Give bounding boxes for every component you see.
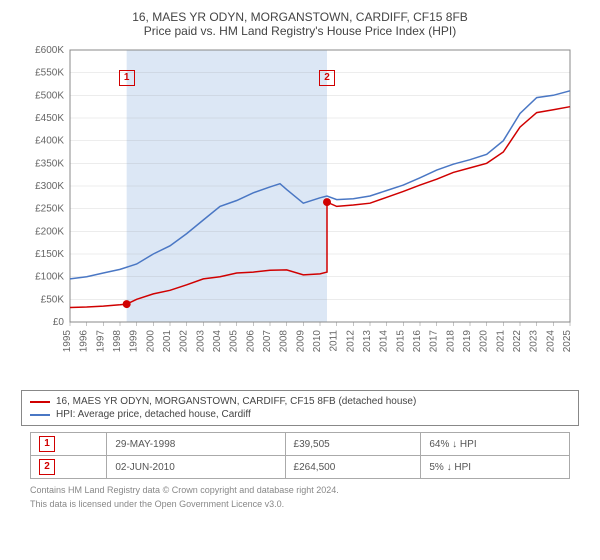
legend-row: HPI: Average price, detached house, Card… xyxy=(30,408,570,421)
legend: 16, MAES YR ODYN, MORGANSTOWN, CARDIFF, … xyxy=(21,390,579,426)
sale-date: 02-JUN-2010 xyxy=(107,456,285,479)
y-tick-label: £50K xyxy=(41,294,65,305)
sale-marker-icon: 2 xyxy=(39,459,55,475)
x-tick-label: 2010 xyxy=(312,330,323,353)
footnote-line2: This data is licensed under the Open Gov… xyxy=(30,499,570,511)
x-tick-label: 2016 xyxy=(412,330,423,353)
x-tick-label: 2019 xyxy=(462,330,473,353)
sale-marker-box: 2 xyxy=(319,70,335,86)
legend-label: 16, MAES YR ODYN, MORGANSTOWN, CARDIFF, … xyxy=(56,396,416,407)
y-tick-label: £250K xyxy=(35,204,64,215)
x-tick-label: 2007 xyxy=(262,330,273,353)
x-tick-label: 1996 xyxy=(79,330,90,353)
sale-date: 29-MAY-1998 xyxy=(107,433,285,456)
sale-dot xyxy=(323,198,331,206)
x-tick-label: 2020 xyxy=(479,330,490,353)
legend-swatch xyxy=(30,401,50,403)
x-tick-label: 2009 xyxy=(295,330,306,353)
y-tick-label: £400K xyxy=(35,136,64,147)
x-tick-label: 2021 xyxy=(495,330,506,353)
sale-marker-box: 1 xyxy=(119,70,135,86)
sale-delta: 64% ↓ HPI xyxy=(421,433,570,456)
x-tick-label: 2004 xyxy=(212,330,223,353)
chart-title-line1: 16, MAES YR ODYN, MORGANSTOWN, CARDIFF, … xyxy=(10,10,590,24)
footnote-line1: Contains HM Land Registry data © Crown c… xyxy=(30,485,570,497)
x-tick-label: 2022 xyxy=(512,330,523,353)
x-tick-label: 2017 xyxy=(429,330,440,353)
y-tick-label: £200K xyxy=(35,226,64,237)
x-tick-label: 2008 xyxy=(279,330,290,353)
y-tick-label: £550K xyxy=(35,68,64,79)
x-tick-label: 2018 xyxy=(445,330,456,353)
y-tick-label: £300K xyxy=(35,181,64,192)
y-tick-label: £0 xyxy=(53,317,65,328)
x-tick-label: 2003 xyxy=(195,330,206,353)
x-tick-label: 2013 xyxy=(362,330,373,353)
x-tick-label: 1995 xyxy=(62,330,73,353)
sales-table: 1 29-MAY-1998£39,50564% ↓ HPI 2 02-JUN-2010… xyxy=(30,432,570,479)
sale-delta: 5% ↓ HPI xyxy=(421,456,570,479)
legend-row: 16, MAES YR ODYN, MORGANSTOWN, CARDIFF, … xyxy=(30,395,570,408)
x-tick-label: 2006 xyxy=(245,330,256,353)
x-tick-label: 2014 xyxy=(379,330,390,353)
y-tick-label: £100K xyxy=(35,272,64,283)
x-tick-label: 1998 xyxy=(112,330,123,353)
chart-container: £0 £50K £100K £150K £200K £250K £300K £350K £400… xyxy=(20,42,580,382)
sale-price: £264,500 xyxy=(285,456,421,479)
y-tick-label: £150K xyxy=(35,249,64,260)
table-row: 1 29-MAY-1998£39,50564% ↓ HPI xyxy=(31,433,570,456)
legend-label: HPI: Average price, detached house, Card… xyxy=(56,409,251,420)
chart-title-line2: Price paid vs. HM Land Registry's House … xyxy=(10,24,590,38)
x-tick-label: 2023 xyxy=(529,330,540,353)
sale-dot xyxy=(123,300,131,308)
x-tick-label: 2025 xyxy=(562,330,573,353)
x-tick-label: 2015 xyxy=(395,330,406,353)
sale-price: £39,505 xyxy=(285,433,421,456)
y-tick-label: £350K xyxy=(35,158,64,169)
line-chart: £0 £50K £100K £150K £200K £250K £300K £350K £400… xyxy=(20,42,580,382)
y-tick-label: £500K xyxy=(35,90,64,101)
x-tick-label: 2011 xyxy=(329,330,340,352)
x-tick-label: 2005 xyxy=(229,330,240,353)
x-tick-label: 2024 xyxy=(545,330,556,353)
y-tick-label: £450K xyxy=(35,113,64,124)
x-tick-label: 2002 xyxy=(179,330,190,353)
x-tick-label: 2012 xyxy=(345,330,356,353)
sale-marker-icon: 1 xyxy=(39,436,55,452)
x-tick-label: 1997 xyxy=(95,330,106,353)
legend-swatch xyxy=(30,414,50,416)
y-tick-label: £600K xyxy=(35,45,64,56)
table-row: 2 02-JUN-2010£264,5005% ↓ HPI xyxy=(31,456,570,479)
x-tick-label: 2000 xyxy=(145,330,156,353)
x-tick-label: 1999 xyxy=(129,330,140,353)
x-tick-label: 2001 xyxy=(162,330,173,353)
